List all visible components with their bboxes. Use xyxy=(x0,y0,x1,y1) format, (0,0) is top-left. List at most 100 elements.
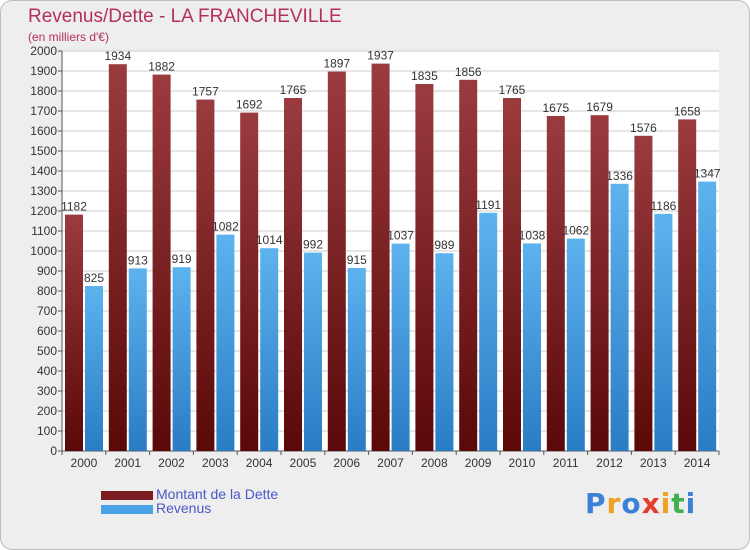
bar-revenue xyxy=(128,268,147,451)
y-tick-label: 1200 xyxy=(30,204,57,218)
bar-debt xyxy=(590,115,609,451)
bar-revenue xyxy=(479,212,498,451)
x-tick-label: 2012 xyxy=(596,456,623,470)
bar-debt xyxy=(415,84,434,451)
logo-letter: P xyxy=(585,487,607,520)
data-label-debt: 1934 xyxy=(104,49,131,63)
bar-debt xyxy=(503,98,521,451)
data-label-revenue: 915 xyxy=(347,253,367,267)
x-tick-label: 2010 xyxy=(509,456,536,470)
data-label-debt: 1576 xyxy=(630,121,657,135)
x-tick-label: 2013 xyxy=(640,456,667,470)
data-label-revenue: 919 xyxy=(172,252,192,266)
bar-revenue xyxy=(698,181,717,451)
logo-letter: o xyxy=(621,487,642,520)
data-label-revenue: 913 xyxy=(128,253,148,267)
data-label-revenue: 1336 xyxy=(606,169,633,183)
data-label-revenue: 1347 xyxy=(694,167,721,181)
bar-revenue xyxy=(435,253,454,451)
grid-lines xyxy=(62,50,719,452)
data-label-debt: 1835 xyxy=(411,69,438,83)
data-label-revenue: 1014 xyxy=(256,233,283,247)
data-label-debt: 1765 xyxy=(499,83,526,97)
y-tick-label: 1900 xyxy=(30,64,57,78)
legend-swatch-revenue xyxy=(101,505,153,514)
x-tick-label: 2006 xyxy=(333,456,360,470)
bar-revenue xyxy=(654,213,673,451)
data-label-debt: 1757 xyxy=(192,85,219,99)
data-label-debt: 1765 xyxy=(280,83,307,97)
bar-debt xyxy=(327,71,346,451)
data-label-debt: 1692 xyxy=(236,98,263,112)
x-tick-label: 2014 xyxy=(684,456,711,470)
x-tick-label: 2001 xyxy=(114,456,141,470)
x-tick-label: 2008 xyxy=(421,456,448,470)
legend-label-debt: Montant de la Dette xyxy=(156,486,279,502)
bar-debt xyxy=(240,112,259,451)
y-tick-label: 0 xyxy=(50,444,57,458)
y-tick-label: 1500 xyxy=(30,144,57,158)
data-label-revenue: 1186 xyxy=(650,199,676,213)
x-tick-label: 2011 xyxy=(553,456,579,470)
x-tick-label: 2007 xyxy=(377,456,404,470)
logo-letter: i xyxy=(660,487,672,520)
x-tick-label: 2003 xyxy=(202,456,229,470)
bar-revenue xyxy=(260,248,279,451)
data-label-revenue: 1038 xyxy=(519,228,546,242)
bar-revenue xyxy=(304,252,322,451)
data-label-debt: 1182 xyxy=(61,200,87,214)
data-label-debt: 1658 xyxy=(674,104,701,118)
x-tick-label: 2009 xyxy=(465,456,492,470)
bar-revenue xyxy=(85,286,103,451)
bar-revenue xyxy=(216,234,235,451)
data-label-debt: 1679 xyxy=(586,100,613,114)
y-tick-label: 900 xyxy=(37,264,57,278)
bar-debt xyxy=(678,119,697,452)
chart-title: Revenus/Dette - LA FRANCHEVILLE xyxy=(28,6,342,27)
y-tick-label: 1700 xyxy=(30,104,57,118)
bar-revenue xyxy=(566,238,585,451)
logo-letter: t xyxy=(671,487,686,520)
bar-debt xyxy=(196,99,215,451)
bar-revenue xyxy=(391,243,410,451)
bar-debt xyxy=(65,214,83,451)
data-label-debt: 1856 xyxy=(455,65,482,79)
bar-revenue xyxy=(347,268,366,451)
y-tick-label: 300 xyxy=(37,384,57,398)
x-tick-label: 2004 xyxy=(246,456,273,470)
bar-revenue xyxy=(610,183,629,452)
y-tick-label: 1600 xyxy=(30,124,57,138)
y-tick-label: 1800 xyxy=(30,84,57,98)
x-tick-label: 2002 xyxy=(158,456,185,470)
bars xyxy=(65,63,717,452)
y-tick-label: 500 xyxy=(37,344,57,358)
bar-debt xyxy=(371,63,390,451)
bar-debt xyxy=(546,116,565,451)
data-label-revenue: 1062 xyxy=(562,224,589,238)
bar-revenue xyxy=(523,243,541,451)
y-tick-label: 1300 xyxy=(30,184,57,198)
bar-debt xyxy=(108,64,127,451)
y-tick-label: 800 xyxy=(37,284,57,298)
logo-letter: x xyxy=(641,487,661,520)
x-tick-label: 2000 xyxy=(71,456,98,470)
y-tick-label: 2000 xyxy=(30,44,57,58)
data-label-revenue: 1037 xyxy=(387,229,414,243)
data-label-revenue: 989 xyxy=(434,238,454,252)
y-tick-label: 200 xyxy=(37,404,57,418)
bar-revenue xyxy=(172,267,191,451)
legend-label-revenue: Revenus xyxy=(156,500,212,516)
y-tick-label: 1100 xyxy=(31,224,57,238)
data-label-revenue: 992 xyxy=(303,238,323,252)
data-label-debt: 1675 xyxy=(542,101,569,115)
data-label-debt: 1882 xyxy=(148,60,175,74)
bar-debt xyxy=(152,74,171,451)
logo-letter: i xyxy=(685,487,697,520)
y-tick-label: 700 xyxy=(37,304,57,318)
axes: 0 100 200 300 400 500 600 700 800 900 1000 1100 1200… xyxy=(30,44,720,470)
data-label-debt: 1897 xyxy=(323,57,350,71)
bar-debt xyxy=(459,79,478,452)
y-tick-label: 1000 xyxy=(30,244,57,258)
y-tick-label: 100 xyxy=(37,424,57,438)
